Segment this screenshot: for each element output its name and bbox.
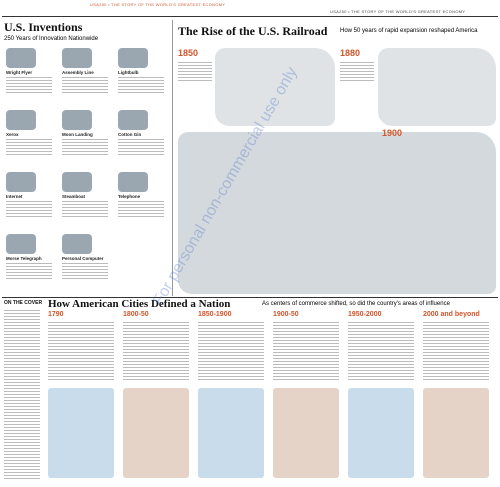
invention: Telephone: [118, 172, 170, 217]
invention-image: [6, 172, 36, 192]
map-1850: [215, 48, 335, 126]
period-heading: 1950-2000: [348, 311, 382, 318]
period-heading: 2000 and beyond: [423, 311, 480, 318]
invention-name: Moon Landing: [62, 132, 93, 137]
invention-text: [118, 201, 164, 217]
divider: [172, 20, 173, 296]
invention-image: [118, 172, 148, 192]
invention-image: [118, 110, 148, 130]
invention: Lightbulb: [118, 48, 170, 93]
invention-name: Telephone: [118, 194, 141, 199]
invention-name: Wright Flyer: [6, 70, 33, 75]
railroad-subtitle: How 50 years of rapid expansion reshaped…: [340, 28, 478, 34]
invention: Xerox: [6, 110, 58, 155]
map-year: 1900: [382, 128, 403, 138]
invention-image: [6, 110, 36, 130]
invention: Wright Flyer: [6, 48, 58, 93]
period-heading: 1790: [48, 311, 64, 318]
text-block: [4, 310, 40, 480]
period-heading: 1850-1900: [198, 311, 232, 318]
rule: [2, 16, 498, 17]
invention-name: Assembly Line: [62, 70, 94, 75]
invention: Assembly Line: [62, 48, 114, 93]
invention-name: Internet: [6, 194, 23, 199]
invention-image: [62, 48, 92, 68]
invention-image: [6, 48, 36, 68]
text-block: [48, 322, 114, 382]
text-block: [273, 322, 339, 382]
invention-name: Personal Computer: [62, 256, 104, 261]
railroad-title: The Rise of the U.S. Railroad: [178, 24, 328, 38]
period-heading: 1800-50: [123, 311, 149, 318]
invention-text: [62, 139, 108, 155]
invention-name: Morse Telegraph: [6, 256, 42, 261]
invention-text: [6, 139, 52, 155]
map-1900: [178, 132, 496, 294]
chart-graphic: [273, 388, 339, 478]
map-year: 1850: [178, 48, 199, 58]
invention-name: Lightbulb: [118, 70, 139, 75]
chart-graphic: [123, 388, 189, 478]
invention-name: Cotton Gin: [118, 132, 142, 137]
invention-image: [118, 48, 148, 68]
invention-image: [62, 172, 92, 192]
text-block: [423, 322, 489, 382]
cities-subtitle: As centers of commerce shifted, so did t…: [262, 301, 450, 307]
invention-text: [6, 263, 52, 279]
header-right: USA250 • THE STORY OF THE WORLD'S GREATE…: [330, 9, 466, 14]
invention-image: [62, 110, 92, 130]
chart-graphic: [423, 388, 489, 478]
invention: Moon Landing: [62, 110, 114, 155]
cover-title: ON THE COVER: [4, 300, 43, 306]
invention: Steamboat: [62, 172, 114, 217]
invention-text: [118, 139, 164, 155]
inventions-subtitle: 250 Years of Innovation Nationwide: [4, 36, 99, 42]
invention: Internet: [6, 172, 58, 217]
invention-image: [6, 234, 36, 254]
invention-text: [6, 201, 52, 217]
invention-text: [62, 77, 108, 93]
chart-graphic: [48, 388, 114, 478]
map-year: 1880: [340, 48, 361, 58]
text-block: [178, 62, 212, 82]
cities-title: How American Cities Defined a Nation: [48, 298, 231, 310]
rule: [2, 297, 498, 298]
invention-image: [62, 234, 92, 254]
text-block: [340, 62, 374, 82]
text-block: [348, 322, 414, 382]
invention-text: [118, 77, 164, 93]
map-1880: [378, 48, 496, 126]
invention: Cotton Gin: [118, 110, 170, 155]
invention-text: [62, 263, 108, 279]
chart-graphic: [198, 388, 264, 478]
text-block: [123, 322, 189, 382]
invention-name: Xerox: [6, 132, 19, 137]
text-block: [198, 322, 264, 382]
invention-text: [6, 77, 52, 93]
invention-text: [62, 201, 108, 217]
invention-name: Steamboat: [62, 194, 86, 199]
invention: Personal Computer: [62, 234, 114, 279]
invention: Morse Telegraph: [6, 234, 58, 279]
period-heading: 1900-50: [273, 311, 299, 318]
header-left: USA250 • THE STORY OF THE WORLD'S GREATE…: [90, 2, 226, 7]
chart-graphic: [348, 388, 414, 478]
inventions-title: U.S. Inventions: [4, 20, 83, 34]
